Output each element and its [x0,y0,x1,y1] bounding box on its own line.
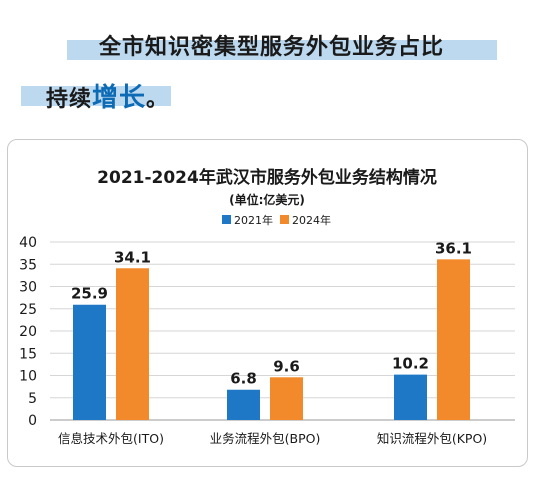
chart-title: 2021-2024年武汉市服务外包业务结构情况 [97,167,437,188]
headline-accent: 增长 [92,83,147,113]
chart-legend: 2021年 2024年 [222,213,331,227]
x-category-label: 业务流程外包(BPO) [210,431,321,446]
bar [394,374,427,420]
data-label: 34.1 [114,248,151,266]
legend-label: 2024年 [292,213,331,227]
bar [73,304,106,420]
bar [437,259,470,420]
data-label: 9.6 [273,357,300,375]
bar [116,268,149,420]
legend-swatch [280,215,289,224]
legend-swatch [222,215,231,224]
y-tick-label: 40 [19,235,37,251]
y-tick-label: 25 [19,302,37,318]
chart-bars [73,259,470,420]
x-category-label: 知识流程外包(KPO) [377,431,487,446]
y-tick-label: 30 [19,280,37,296]
data-label: 6.8 [230,370,257,388]
data-label: 36.1 [435,239,472,257]
chart-data-labels: 25.9 34.1 6.8 9.6 10.2 36.1 [71,239,472,387]
headline-highlight-2 [21,86,171,106]
y-tick-label: 15 [19,346,37,362]
data-label: 25.9 [71,285,108,303]
headline-line-2: 持续增长。 [46,77,169,114]
data-label: 10.2 [392,355,429,373]
headline-highlight-1 [67,40,497,60]
headline-line-1: 全市知识密集型服务外包业务占比 [99,35,445,60]
chart-x-labels: 信息技术外包(ITO) 业务流程外包(BPO) 知识流程外包(KPO) [58,431,487,446]
legend-label: 2021年 [234,213,273,227]
y-tick-label: 35 [19,257,37,273]
headline-suffix: 。 [146,87,170,112]
bar [270,377,303,420]
y-tick-label: 5 [28,391,37,407]
headline-prefix: 持续 [46,87,93,112]
y-tick-label: 20 [19,324,37,340]
y-tick-label: 10 [19,369,37,385]
y-tick-label: 0 [28,413,37,429]
x-category-label: 信息技术外包(ITO) [58,431,164,446]
chart-subtitle: (单位:亿美元) [229,192,305,207]
bar [227,389,260,420]
